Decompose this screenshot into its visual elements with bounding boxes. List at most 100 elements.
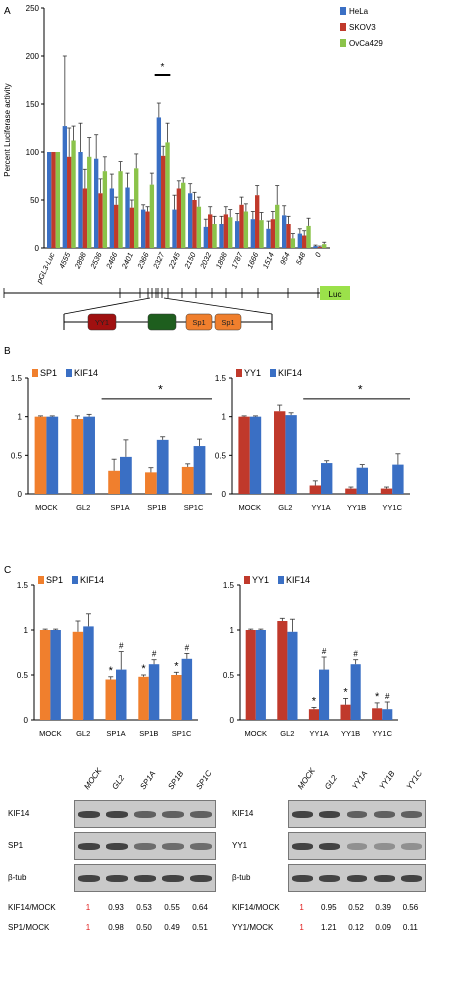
- y-tick-label-a: 100: [26, 148, 40, 157]
- blot-band: [319, 810, 341, 818]
- bar-c-left-sp1: [72, 631, 84, 720]
- bar-b-right-yy1: [309, 485, 321, 494]
- blot-band: [106, 842, 128, 850]
- bar-a-ovca429: [102, 171, 108, 248]
- x-tick-label-c-left: MOCK: [39, 729, 62, 738]
- y-tick-label-b-left: 0.5: [11, 451, 23, 460]
- bar-c-left-sp1: [39, 630, 51, 720]
- bar-b-left-kif14: [193, 446, 206, 494]
- significance-hash: #: [385, 692, 390, 701]
- luciferase-box: [320, 286, 350, 300]
- bar-a-skov3: [286, 224, 291, 248]
- bar-a-skov3: [145, 211, 150, 248]
- bar-b-right-yy1: [274, 411, 286, 494]
- zoom-line-right: [163, 297, 273, 315]
- binding-site-label: YY1: [95, 318, 109, 327]
- bar-a-ovca429: [306, 225, 311, 248]
- significance-hash: #: [119, 642, 124, 651]
- blot-row-label-left: β-tub: [8, 873, 27, 882]
- bar-a-skov3: [129, 207, 135, 248]
- bar-c-left-sp1: [171, 675, 182, 720]
- x-tick-label-b-left: MOCK: [35, 503, 58, 512]
- y-tick-label-c-left: 0: [24, 716, 29, 725]
- bar-b-right-kif14: [285, 415, 297, 494]
- blot-strip-left: [74, 864, 216, 892]
- bar-a-skov3: [176, 188, 182, 248]
- legend-label-a: HeLa: [349, 7, 369, 16]
- significance-star-b-right: *: [358, 382, 363, 396]
- bar-a-ovca429: [118, 171, 123, 248]
- bar-a-ovca429: [181, 182, 186, 248]
- y-tick-label-c-left: 1: [24, 626, 29, 635]
- bar-b-left-sp1: [71, 418, 84, 494]
- blot-lane-label-right: GL2: [323, 773, 339, 791]
- bar-b-left-kif14: [120, 456, 132, 494]
- legend-swatch-b-left: [66, 369, 72, 377]
- x-tick-label-a: 4555: [57, 250, 73, 270]
- ratio-value-right: 1: [299, 903, 304, 912]
- significance-star: *: [375, 691, 380, 703]
- x-tick-label-b-left: GL2: [76, 503, 90, 512]
- bar-a-skov3: [302, 235, 307, 248]
- significance-hash: #: [152, 650, 157, 659]
- legend-label-c-right: KIF14: [286, 575, 310, 585]
- bar-a-hela: [235, 221, 240, 248]
- y-tick-label-c-left: 0.5: [17, 671, 29, 680]
- bar-a-ovca429: [228, 217, 233, 248]
- bar-a-hela: [219, 224, 224, 248]
- significance-hash: #: [322, 647, 327, 656]
- blot-row-label-right: YY1: [232, 841, 248, 850]
- blot-lane-label-left: SP1B: [166, 769, 185, 791]
- legend-label-b-right: YY1: [244, 368, 261, 378]
- bar-a-hela: [141, 209, 146, 248]
- bar-b-right-yy1: [380, 488, 393, 494]
- blot-band: [401, 810, 422, 818]
- x-tick-label-a: 2466: [104, 250, 120, 271]
- x-tick-label-b-right: YY1B: [347, 503, 366, 512]
- bar-a-hela: [266, 228, 271, 248]
- x-tick-label-a: 954: [278, 251, 291, 266]
- bar-b-left-sp1: [34, 416, 47, 494]
- blot-band: [106, 874, 128, 882]
- y-tick-label-a: 50: [30, 196, 39, 205]
- bar-a-hela: [62, 126, 68, 248]
- blot-band: [401, 874, 422, 882]
- bar-a-hela: [47, 152, 52, 248]
- ratio-value-right: 0.11: [403, 923, 419, 932]
- y-tick-label-b-right: 0.5: [215, 451, 227, 460]
- blot-lane-label-right: YY1A: [350, 769, 369, 791]
- bar-a-ovca429: [212, 224, 217, 248]
- bar-b-right-yy1: [238, 416, 250, 494]
- bar-c-left-kif14: [116, 669, 127, 720]
- ratio-value-left: 0.55: [164, 903, 180, 912]
- y-tick-label-c-right: 1.5: [223, 581, 235, 590]
- legend-swatch-a: [340, 7, 346, 15]
- blot-band: [292, 810, 313, 818]
- significance-star-b-left: *: [158, 382, 163, 396]
- bar-a-skov3: [114, 204, 119, 248]
- x-tick-label-a: 2898: [72, 250, 88, 271]
- legend-swatch-b-right: [270, 369, 276, 377]
- blot-band: [346, 842, 368, 850]
- legend-swatch-c-left: [72, 576, 78, 584]
- blot-band: [346, 874, 368, 882]
- bar-b-left-sp1: [181, 466, 194, 494]
- bar-c-right-yy1: [277, 621, 288, 720]
- bar-c-right-yy1: [308, 709, 319, 720]
- legend-label-c-left: KIF14: [80, 575, 104, 585]
- bar-c-right-kif14: [319, 669, 330, 720]
- x-tick-label-c-right: GL2: [280, 729, 294, 738]
- blot-band: [78, 874, 100, 882]
- ratio-value-left: 0.98: [108, 923, 124, 932]
- bar-a-hela: [78, 152, 83, 248]
- bar-c-left-kif14: [83, 626, 94, 720]
- blot-strip-right: [288, 832, 426, 860]
- significance-hash: #: [185, 643, 190, 652]
- bar-a-ovca429: [275, 204, 280, 248]
- binding-site-label: Sp1: [221, 318, 234, 327]
- blot-band: [319, 874, 341, 882]
- x-tick-label-c-left: SP1A: [106, 729, 125, 738]
- bar-c-left-kif14: [50, 630, 61, 720]
- legend-swatch-c-right: [244, 576, 250, 584]
